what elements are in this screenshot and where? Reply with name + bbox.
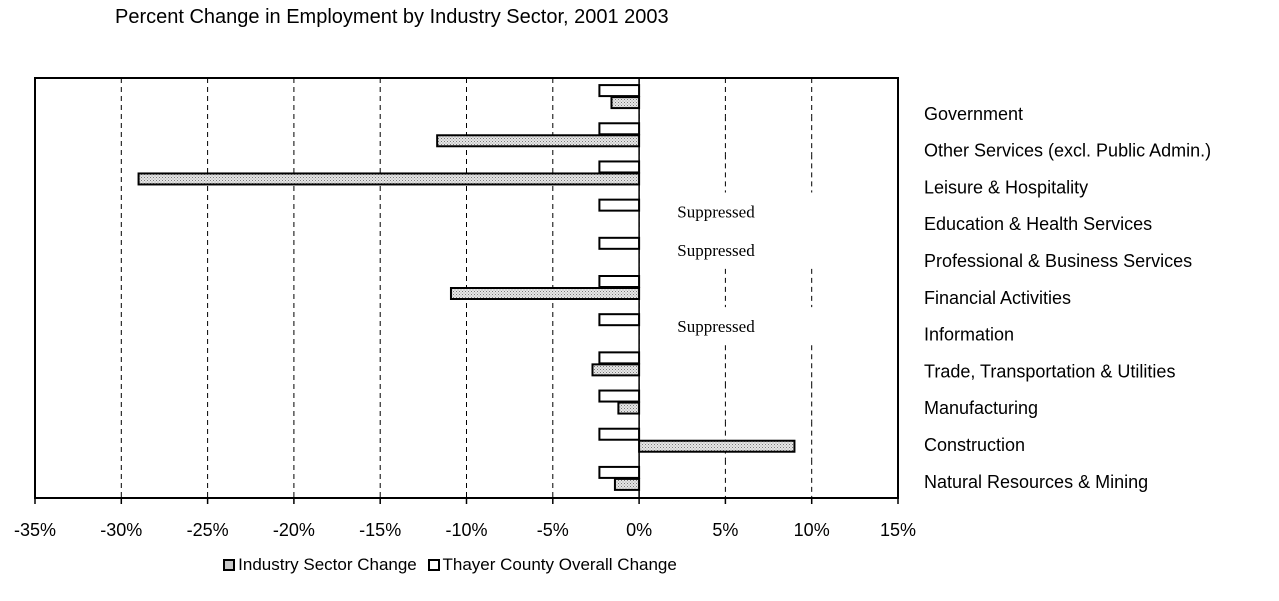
bar-industry-sector [449,287,641,300]
x-axis-ticks: -35% -30% -25% -20% -15% -10% -5% 0% 5% 10% 15% [14,498,916,540]
legend-item-county: Thayer County Overall Change [427,555,677,575]
bar-industry-sector [137,172,641,186]
x-tick-label: 0% [626,520,652,540]
category-label: Trade, Transportation & Utilities [924,361,1175,381]
bar-industry-sector [591,363,641,377]
x-tick-label: -25% [187,520,229,540]
category-labels: Government Other Services (excl. Public A… [924,104,1211,492]
bar-industry-sector [436,134,641,148]
bar-thayer-county-overall [598,122,641,136]
legend: Industry Sector Change Thayer County Ove… [0,555,900,576]
legend-item-industry: Industry Sector Change [223,555,417,575]
bars [137,78,796,498]
suppressed-annotation: Suppressed [677,241,755,260]
category-label: Information [924,325,1014,345]
bar-industry-sector [638,439,796,453]
category-label: Natural Resources & Mining [924,472,1148,492]
x-tick-label: -15% [359,520,401,540]
legend-label-industry: Industry Sector Change [238,555,417,574]
category-label: Education & Health Services [924,214,1152,234]
bar-thayer-county-overall [598,389,641,403]
legend-label-county: Thayer County Overall Change [442,555,677,574]
x-tick-label: -20% [273,520,315,540]
bar-thayer-county-overall [598,84,641,98]
legend-swatch-county [427,559,440,571]
bar-thayer-county-overall [598,427,641,441]
bar-thayer-county-overall [598,275,641,288]
bar-thayer-county-overall [598,198,641,212]
bar-thayer-county-overall [598,160,641,174]
bar-thayer-county-overall [598,465,641,479]
bar-industry-sector [617,401,641,415]
x-tick-label: -5% [537,520,569,540]
x-tick-label: -10% [445,520,487,540]
category-label: Government [924,104,1023,124]
annotations: Suppressed Suppressed Suppressed [677,203,755,337]
bar-thayer-county-overall [598,236,641,250]
x-tick-label: -35% [14,520,56,540]
category-label: Construction [924,435,1025,455]
category-label: Financial Activities [924,288,1071,308]
chart-title: Percent Change in Employment by Industry… [115,6,669,28]
x-tick-label: 15% [880,520,916,540]
category-label: Leisure & Hospitality [924,177,1088,197]
suppressed-annotation: Suppressed [677,203,755,222]
x-tick-label: 10% [794,520,830,540]
bar-industry-sector [610,96,641,110]
bar-industry-sector [613,477,641,491]
category-label: Other Services (excl. Public Admin.) [924,141,1211,161]
bar-thayer-county-overall [598,313,641,327]
category-label: Professional & Business Services [924,251,1192,271]
x-tick-label: -30% [100,520,142,540]
suppressed-annotation: Suppressed [677,317,755,336]
bar-thayer-county-overall [598,351,641,365]
legend-swatch-industry [223,559,236,571]
x-tick-label: 5% [712,520,738,540]
category-label: Manufacturing [924,398,1038,418]
